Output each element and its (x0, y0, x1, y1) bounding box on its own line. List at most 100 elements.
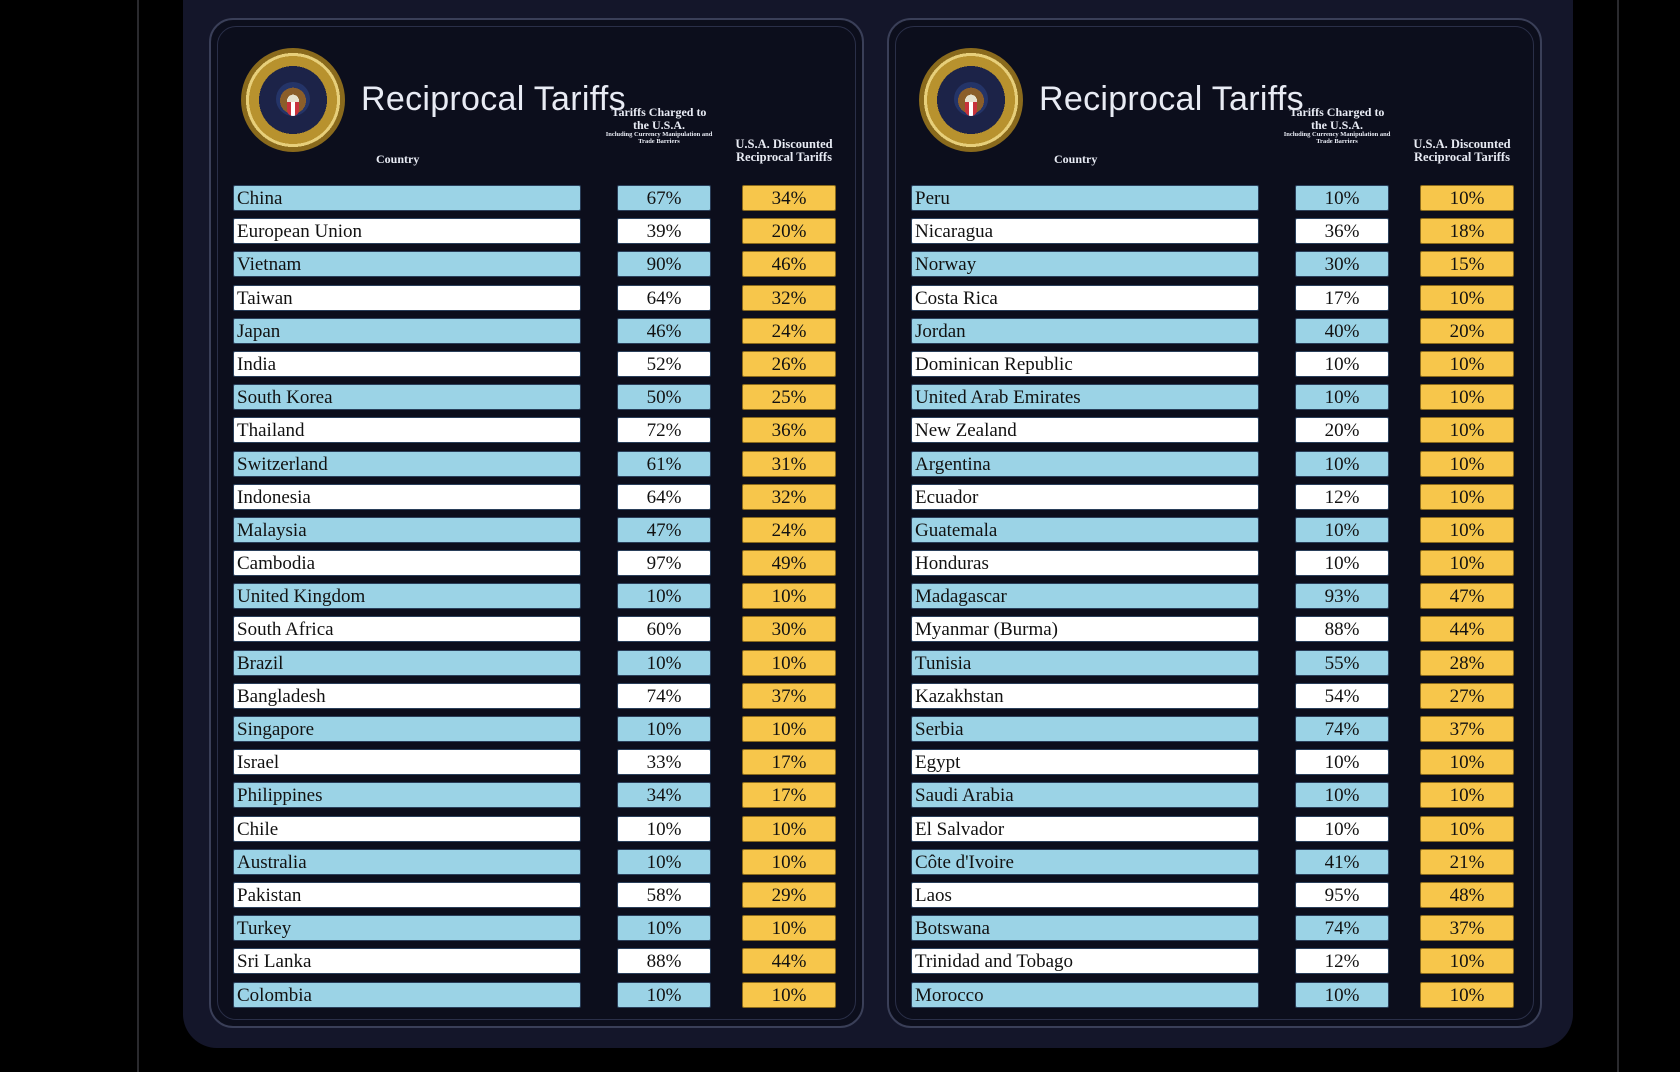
tariff-charged-cell: 60% (617, 616, 711, 643)
country-cell: Taiwan (233, 284, 581, 311)
country-cell: Kazakhstan (911, 682, 1259, 709)
country-cell: Jordan (911, 317, 1259, 344)
frame-border-left (137, 0, 139, 1072)
header-tariffs-charged-main: Tariffs Charged to the U.S.A. (611, 105, 707, 132)
discounted-tariff-cell: 48% (1420, 881, 1514, 908)
tariff-charged-cell: 10% (1295, 350, 1389, 377)
tariff-charged-cell: 36% (1295, 218, 1389, 245)
tariff-charged-cell: 10% (1295, 550, 1389, 577)
country-cell: Ecuador (911, 483, 1259, 510)
country-cell: Singapore (233, 716, 581, 742)
discounted-tariff-cell: 17% (742, 749, 836, 776)
discounted-tariff-cell: 10% (1420, 815, 1514, 842)
tariff-charged-cell: 34% (617, 782, 711, 809)
panel-title: Reciprocal Tariffs (1039, 80, 1304, 118)
country-cell: Malaysia (233, 516, 581, 543)
discounted-tariff-cell: 32% (742, 284, 836, 311)
discounted-tariff-cell: 10% (1420, 185, 1514, 211)
discounted-tariff-cell: 37% (1420, 716, 1514, 742)
tariff-charged-cell: 10% (617, 649, 711, 676)
country-cell: Botswana (911, 915, 1259, 942)
tariff-charged-cell: 33% (617, 749, 711, 776)
header-discounted-tariffs: U.S.A. Discounted Reciprocal Tariffs (1413, 137, 1511, 165)
country-cell: Peru (911, 185, 1259, 211)
discounted-tariff-cell: 10% (1420, 981, 1514, 1008)
country-cell: Indonesia (233, 483, 581, 510)
country-cell: South Korea (233, 384, 581, 411)
tariff-charged-cell: 20% (1295, 417, 1389, 444)
header-tariffs-charged-sub: Including Currency Manipulation and Trad… (605, 131, 713, 146)
discounted-tariff-cell: 10% (1420, 284, 1514, 311)
discounted-tariff-cell: 28% (1420, 649, 1514, 676)
country-cell: Côte d'Ivoire (911, 848, 1259, 875)
discounted-tariff-cell: 10% (1420, 350, 1514, 377)
tariff-charged-cell: 39% (617, 218, 711, 245)
discounted-tariff-cell: 29% (742, 881, 836, 908)
country-cell: Colombia (233, 981, 581, 1008)
country-cell: Thailand (233, 417, 581, 444)
tariff-charged-cell: 17% (1295, 284, 1389, 311)
tariff-charged-cell: 52% (617, 350, 711, 377)
country-cell: Pakistan (233, 881, 581, 908)
tariff-charged-cell: 10% (1295, 450, 1389, 477)
discounted-tariff-cell: 10% (742, 815, 836, 842)
header-tariffs-charged-main: Tariffs Charged to the U.S.A. (1289, 105, 1385, 132)
tariff-charged-cell: 58% (617, 881, 711, 908)
tariff-charged-cell: 40% (1295, 317, 1389, 344)
discounted-tariff-cell: 10% (1420, 550, 1514, 577)
tariff-charged-cell: 10% (1295, 981, 1389, 1008)
tariff-charged-cell: 41% (1295, 848, 1389, 875)
country-cell: Australia (233, 848, 581, 875)
tariff-charged-cell: 54% (1295, 682, 1389, 709)
country-cell: Dominican Republic (911, 350, 1259, 377)
frame-border-right (1617, 0, 1619, 1072)
country-cell: Brazil (233, 649, 581, 676)
presidential-seal-icon (919, 48, 1023, 152)
discounted-tariff-cell: 36% (742, 417, 836, 444)
country-cell: Cambodia (233, 550, 581, 577)
country-cell: Israel (233, 749, 581, 776)
country-cell: Chile (233, 815, 581, 842)
tariff-charged-cell: 47% (617, 516, 711, 543)
tariff-charged-cell: 72% (617, 417, 711, 444)
discounted-tariff-cell: 31% (742, 450, 836, 477)
country-cell: Costa Rica (911, 284, 1259, 311)
discounted-tariff-cell: 15% (1420, 251, 1514, 278)
tariff-charged-cell: 10% (617, 815, 711, 842)
country-cell: New Zealand (911, 417, 1259, 444)
discounted-tariff-cell: 44% (1420, 616, 1514, 643)
tariff-charged-cell: 12% (1295, 483, 1389, 510)
tariff-charged-cell: 10% (1295, 185, 1389, 211)
discounted-tariff-cell: 10% (1420, 483, 1514, 510)
country-cell: United Arab Emirates (911, 384, 1259, 411)
country-cell: Norway (911, 251, 1259, 278)
shield-icon (965, 102, 977, 116)
tariff-charged-cell: 93% (1295, 583, 1389, 610)
country-cell: China (233, 185, 581, 211)
discounted-tariff-cell: 20% (742, 218, 836, 245)
discounted-tariff-cell: 27% (1420, 682, 1514, 709)
discounted-tariff-cell: 37% (742, 682, 836, 709)
discounted-tariff-cell: 10% (1420, 782, 1514, 809)
discounted-tariff-cell: 24% (742, 516, 836, 543)
tariff-charged-cell: 10% (617, 981, 711, 1008)
tariff-charged-cell: 46% (617, 317, 711, 344)
discounted-tariff-cell: 10% (1420, 384, 1514, 411)
tariff-charged-cell: 67% (617, 185, 711, 211)
country-cell: Switzerland (233, 450, 581, 477)
country-cell: Argentina (911, 450, 1259, 477)
header-tariffs-charged: Tariffs Charged to the U.S.A. Including … (604, 105, 714, 146)
country-cell: Vietnam (233, 251, 581, 278)
discounted-tariff-cell: 10% (1420, 516, 1514, 543)
tariff-panel-left: Reciprocal Tariffs Country Tariffs Charg… (209, 18, 864, 1028)
discounted-tariff-cell: 21% (1420, 848, 1514, 875)
discounted-tariff-cell: 20% (1420, 317, 1514, 344)
discounted-tariff-cell: 18% (1420, 218, 1514, 245)
discounted-tariff-cell: 47% (1420, 583, 1514, 610)
tariff-charged-cell: 10% (617, 915, 711, 942)
tariff-charged-cell: 10% (1295, 815, 1389, 842)
header-discounted-tariffs: U.S.A. Discounted Reciprocal Tariffs (735, 137, 833, 165)
header-country: Country (1054, 152, 1098, 166)
tariff-board: Reciprocal Tariffs Country Tariffs Charg… (183, 0, 1573, 1048)
tariff-charged-cell: 10% (1295, 782, 1389, 809)
